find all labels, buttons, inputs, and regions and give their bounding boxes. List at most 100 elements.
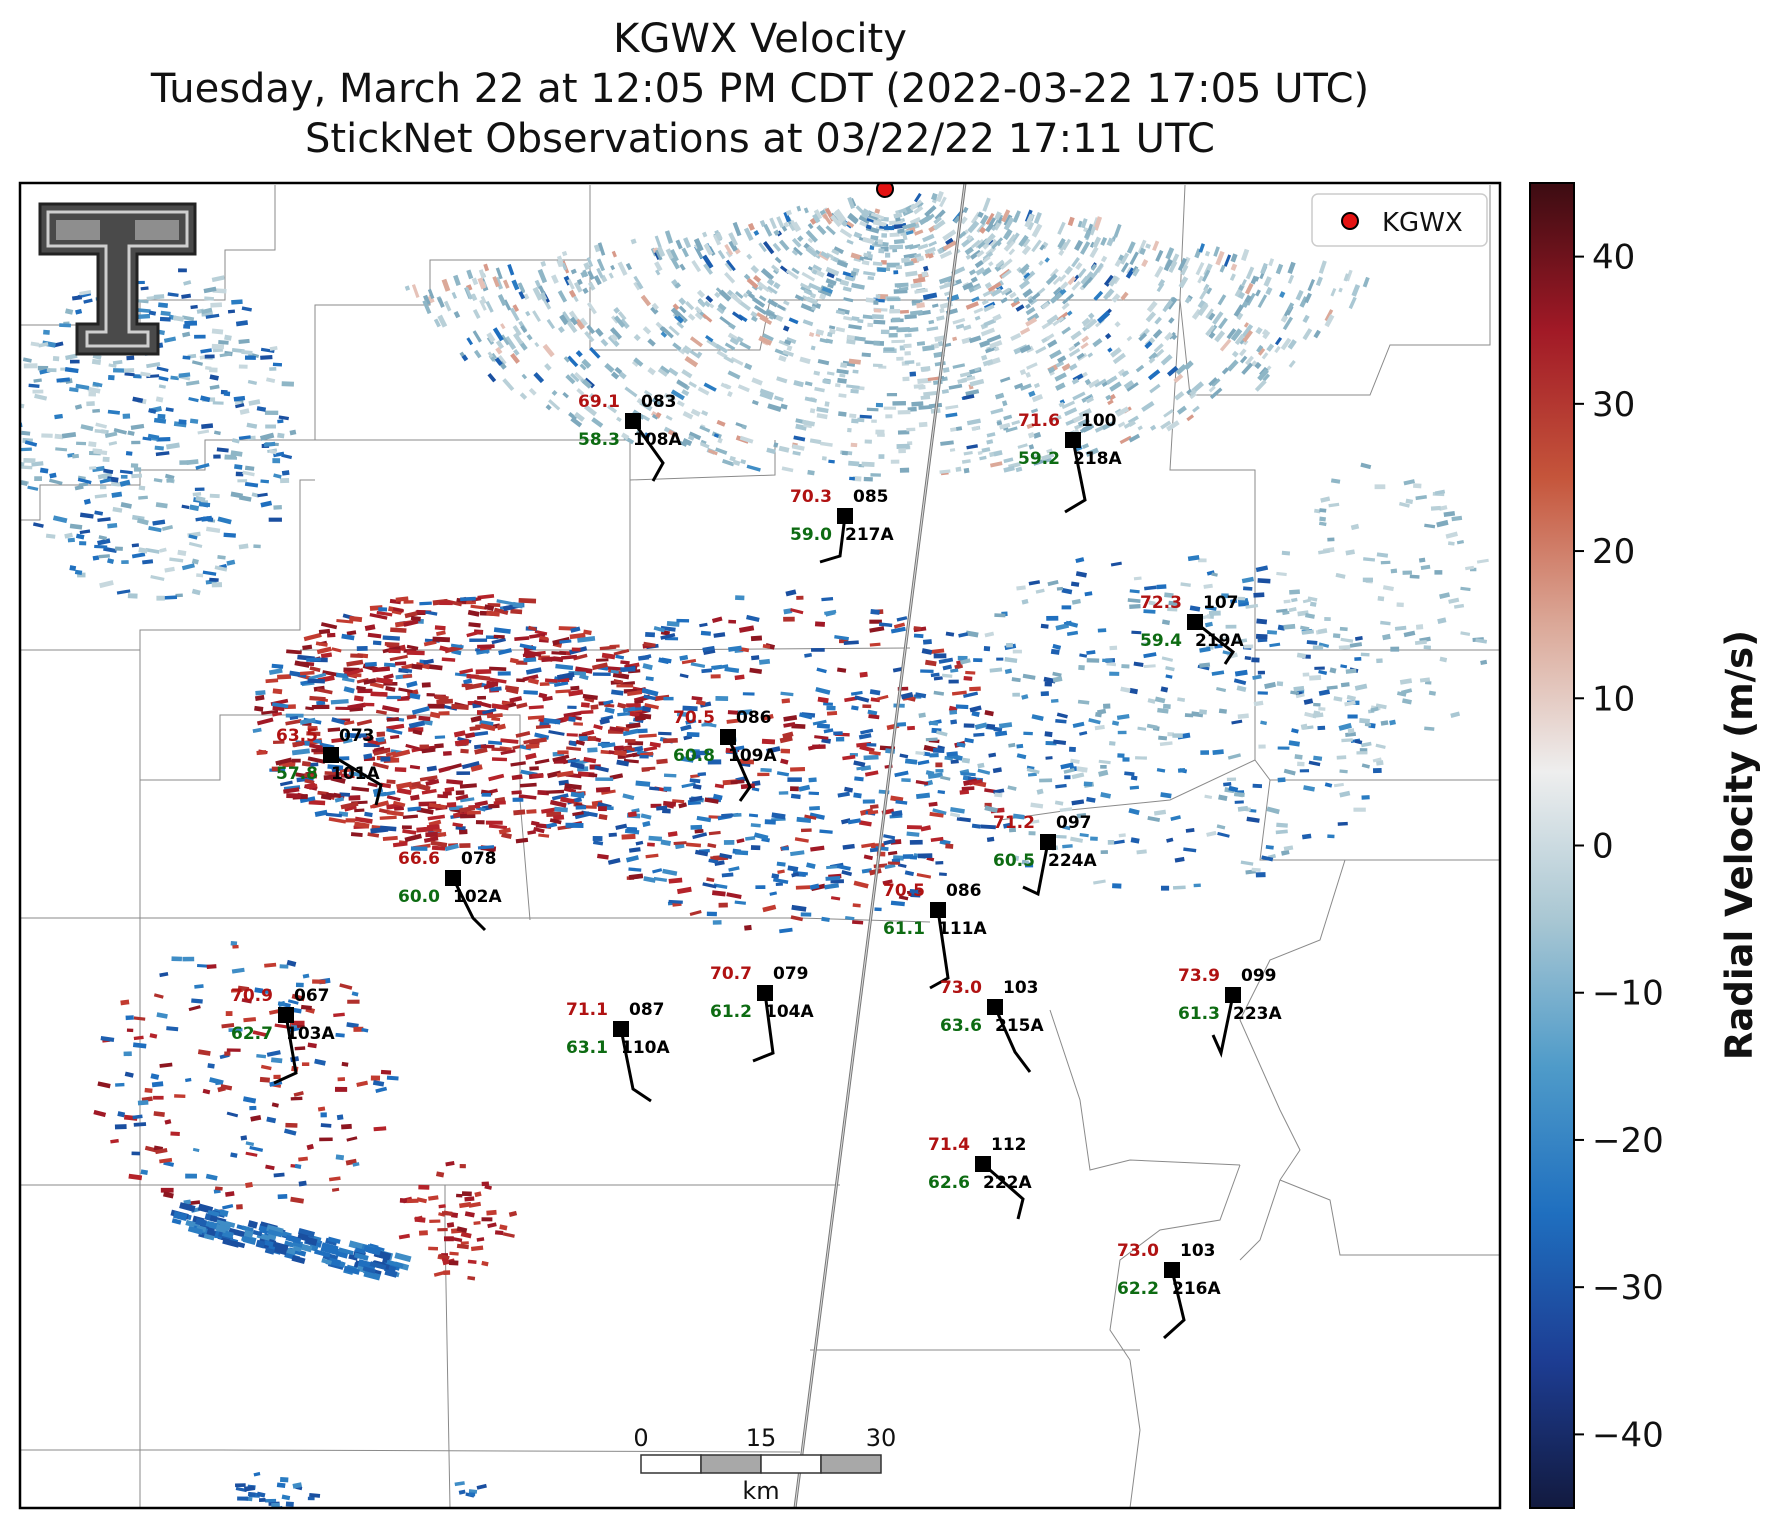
- scale-unit: km: [742, 1477, 779, 1505]
- station-wind-direction: 087: [629, 1000, 665, 1020]
- station-marker: [1065, 432, 1081, 448]
- scale-label-15: 15: [746, 1424, 777, 1452]
- station-id: 224A: [1048, 851, 1097, 871]
- station-temperature: 66.6: [398, 849, 440, 869]
- station-217A[interactable]: 70.3 085 59.0 217A: [790, 487, 894, 564]
- county-boundaries: [20, 184, 1500, 1508]
- station-218A[interactable]: 71.6 100 59.2 218A: [1018, 411, 1122, 514]
- map-frame: [18, 181, 1502, 1510]
- station-id: 216A: [1172, 1279, 1221, 1299]
- wind-barb-icon: [273, 1014, 298, 1085]
- station-dewpoint: 63.1: [566, 1038, 608, 1058]
- station-111A[interactable]: 70.5 086 61.1 111A: [883, 881, 987, 990]
- station-222A[interactable]: 71.4 112 62.6 222A: [928, 1135, 1032, 1220]
- station-temperature: 70.3: [790, 487, 832, 507]
- colorbar-tick-label: 40: [1592, 238, 1635, 278]
- station-temperature: 70.9: [231, 986, 273, 1006]
- station-id: 111A: [938, 919, 987, 939]
- station-dewpoint: 63.6: [940, 1016, 982, 1036]
- wind-barb-icon: [1022, 841, 1050, 897]
- station-temperature: 73.0: [940, 978, 982, 998]
- station-marker: [445, 870, 461, 886]
- station-dewpoint: 61.1: [883, 919, 925, 939]
- station-109A[interactable]: 70.5 086 60.8 109A: [673, 708, 777, 802]
- station-dewpoint: 59.4: [1140, 631, 1182, 651]
- map-area: 69.1 083 58.3 108A 71.6 100 59.2 218A 70.3 085 59.…: [20, 181, 1500, 1508]
- legend-label: KGWX: [1382, 208, 1463, 238]
- station-dewpoint: 60.5: [993, 851, 1035, 871]
- station-id: 102A: [453, 887, 502, 907]
- colorbar-tick-label: −30: [1592, 1268, 1664, 1308]
- station-temperature: 70.7: [710, 964, 752, 984]
- station-temperature: 71.2: [993, 813, 1035, 833]
- station-108A[interactable]: 69.1 083 58.3 108A: [578, 392, 682, 482]
- station-marker: [323, 747, 339, 763]
- station-temperature: 63.5: [276, 726, 318, 746]
- station-104A[interactable]: 70.7 079 61.2 104A: [710, 964, 814, 1063]
- station-dewpoint: 61.3: [1178, 1004, 1220, 1024]
- station-id: 222A: [983, 1173, 1032, 1193]
- colorbar-tick-label: −20: [1592, 1121, 1664, 1161]
- station-temperature: 71.6: [1018, 411, 1060, 431]
- station-wind-direction: 107: [1203, 593, 1239, 613]
- colorbar-tick-label: −10: [1592, 974, 1664, 1014]
- station-marker: [1164, 1262, 1180, 1278]
- station-temperature: 73.0: [1117, 1241, 1159, 1261]
- wind-barb-icon: [1194, 620, 1236, 665]
- station-110A[interactable]: 71.1 087 63.1 110A: [566, 1000, 670, 1103]
- wind-barb-icon: [1211, 994, 1235, 1058]
- station-wind-direction: 103: [1180, 1241, 1216, 1261]
- texas-tech-double-t-logo: [38, 202, 197, 356]
- wind-barb-icon: [1162, 1269, 1186, 1340]
- title-line-3: StickNet Observations at 03/22/22 17:11 …: [305, 116, 1215, 162]
- station-temperature: 71.1: [566, 1000, 608, 1020]
- scale-label-0: 0: [633, 1424, 648, 1452]
- station-id: 103A: [286, 1024, 335, 1044]
- wind-barb-icon: [993, 1006, 1032, 1073]
- station-dewpoint: 62.6: [928, 1173, 970, 1193]
- station-marker: [930, 902, 946, 918]
- colorbar-gradient: [1530, 183, 1574, 1508]
- colorbar-tick-label: 0: [1592, 827, 1614, 867]
- radar-velocity-returns: [20, 190, 1489, 1508]
- station-id: 109A: [728, 746, 777, 766]
- station-id: 108A: [633, 430, 682, 450]
- station-temperature: 70.5: [883, 881, 925, 901]
- station-wind-direction: 100: [1081, 411, 1117, 431]
- station-id: 219A: [1195, 631, 1244, 651]
- wind-barb-icon: [726, 736, 752, 802]
- station-224A[interactable]: 71.2 097 60.5 224A: [993, 813, 1097, 897]
- station-101A[interactable]: 63.5 073 57.8 101A: [276, 726, 383, 806]
- station-103A[interactable]: 70.9 067 62.7 103A: [231, 986, 335, 1085]
- station-216A[interactable]: 73.0 103 62.2 216A: [1117, 1241, 1221, 1340]
- station-dewpoint: 61.2: [710, 1002, 752, 1022]
- station-223A[interactable]: 73.9 099 61.3 223A: [1178, 966, 1282, 1058]
- title-line-2: Tuesday, March 22 at 12:05 PM CDT (2022-…: [150, 66, 1370, 112]
- wind-barb-icon: [451, 877, 487, 932]
- wind-barb-icon: [982, 1162, 1025, 1220]
- station-dewpoint: 60.0: [398, 887, 440, 907]
- station-wind-direction: 103: [1003, 978, 1039, 998]
- colorbar-tick-label: 30: [1592, 385, 1635, 425]
- station-219A[interactable]: 72.3 107 59.4 219A: [1140, 593, 1244, 665]
- station-marker: [1040, 834, 1056, 850]
- colorbar: 40 30 20 10 0 −10 −20 −30 −40 Radial Velocity (m…: [1529, 182, 1761, 1509]
- station-215A[interactable]: 73.0 103 63.6 215A: [940, 978, 1044, 1073]
- station-wind-direction: 112: [991, 1135, 1027, 1155]
- wind-barb-icon: [330, 753, 383, 806]
- station-102A[interactable]: 66.6 078 60.0 102A: [398, 849, 502, 932]
- wind-barb-icon: [752, 992, 775, 1063]
- legend-marker: [1341, 212, 1359, 230]
- station-marker: [987, 999, 1003, 1015]
- station-dewpoint: 58.3: [578, 430, 620, 450]
- legend-box: [1311, 193, 1488, 247]
- wind-barb-icon: [929, 909, 950, 990]
- radar-site-marker[interactable]: [876, 181, 894, 198]
- station-wind-direction: 086: [946, 881, 982, 901]
- wind-barb-icon: [631, 420, 665, 482]
- station-wind-direction: 067: [294, 986, 330, 1006]
- station-marker: [278, 1007, 294, 1023]
- station-dewpoint: 62.7: [231, 1024, 273, 1044]
- station-wind-direction: 079: [773, 964, 809, 984]
